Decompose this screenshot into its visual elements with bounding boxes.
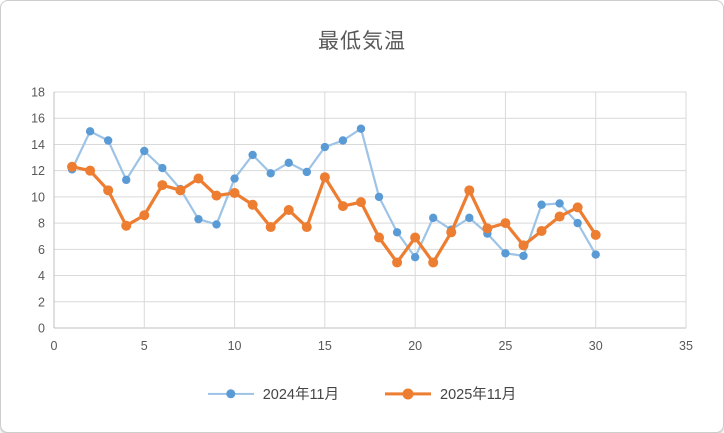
data-point-2025年11月 <box>410 232 421 243</box>
data-point-2024年11月 <box>356 124 366 133</box>
data-point-2024年11月 <box>140 146 149 156</box>
data-point-2024年11月 <box>501 249 510 258</box>
data-point-2025年11月 <box>301 222 312 233</box>
data-point-2025年11月 <box>283 205 294 215</box>
data-point-2025年11月 <box>464 185 475 196</box>
data-point-2025年11月 <box>265 222 276 233</box>
data-point-2024年11月 <box>302 167 311 177</box>
y-axis-tick-label: 6 <box>38 243 45 257</box>
y-axis-tick-label: 18 <box>31 86 45 100</box>
data-point-2025年11月 <box>446 227 457 238</box>
data-point-2024年11月 <box>194 214 203 224</box>
data-point-2025年11月 <box>229 187 240 198</box>
chart-legend: 2024年11月 2025年11月 <box>1 383 723 404</box>
data-point-2024年11月 <box>338 136 348 145</box>
data-point-2024年11月 <box>284 158 293 167</box>
data-point-2025年11月 <box>67 161 78 172</box>
chart-title: 最低気温 <box>318 30 406 53</box>
data-point-2024年11月 <box>230 174 239 183</box>
data-point-2025年11月 <box>121 220 132 231</box>
legend-item-2025: 2025年11月 <box>385 383 516 404</box>
y-axis-tick-label: 14 <box>31 138 45 152</box>
x-axis-tick-label: 10 <box>228 339 242 353</box>
y-axis-tick-label: 8 <box>38 217 45 231</box>
data-point-2025年11月 <box>500 218 511 229</box>
x-axis-tick-label: 20 <box>408 339 422 353</box>
y-axis-tick-label: 0 <box>38 322 45 336</box>
data-point-2025年11月 <box>247 199 258 210</box>
data-point-2024年11月 <box>212 220 221 229</box>
data-point-2025年11月 <box>482 223 493 234</box>
data-point-2025年11月 <box>536 225 547 236</box>
x-axis-tick-label: 35 <box>679 339 693 353</box>
data-point-2025年11月 <box>518 240 529 251</box>
data-point-2024年11月 <box>573 218 582 228</box>
y-axis-tick-label: 16 <box>31 112 45 126</box>
data-point-2025年11月 <box>428 257 439 268</box>
legend-item-2024: 2024年11月 <box>207 383 339 404</box>
data-point-2024年11月 <box>519 251 528 261</box>
data-point-2025年11月 <box>337 201 348 212</box>
y-axis-tick-label: 12 <box>31 164 45 178</box>
data-point-2025年11月 <box>85 165 96 176</box>
data-point-2024年11月 <box>555 199 564 208</box>
legend-swatch-orange-icon <box>385 388 431 400</box>
data-point-2025年11月 <box>355 197 366 208</box>
data-point-2025年11月 <box>374 232 385 243</box>
data-point-2025年11月 <box>392 257 403 268</box>
data-point-2024年11月 <box>591 250 600 259</box>
data-point-2025年11月 <box>157 180 168 191</box>
data-point-2024年11月 <box>320 142 330 152</box>
data-point-2024年11月 <box>465 213 474 223</box>
data-point-2024年11月 <box>392 228 402 237</box>
data-point-2024年11月 <box>103 136 113 145</box>
data-point-2024年11月 <box>429 213 438 223</box>
legend-label-2024: 2024年11月 <box>262 387 339 403</box>
y-axis-tick-label: 10 <box>31 190 45 204</box>
data-point-2025年11月 <box>193 173 204 184</box>
x-axis-tick-label: 0 <box>51 339 58 353</box>
data-point-2025年11月 <box>103 185 114 196</box>
series-line-2025年11月 <box>70 165 598 265</box>
legend-swatch-blue-icon <box>207 388 254 400</box>
legend-label-2025: 2025年11月 <box>440 387 517 403</box>
data-point-2024年11月 <box>158 163 167 173</box>
data-point-2024年11月 <box>374 192 384 202</box>
data-point-2024年11月 <box>122 175 131 185</box>
y-axis-tick-label: 4 <box>38 269 45 283</box>
data-point-2024年11月 <box>85 127 95 136</box>
data-point-2025年11月 <box>139 210 150 221</box>
x-axis-tick-label: 15 <box>318 339 332 353</box>
data-point-2025年11月 <box>554 211 565 222</box>
data-point-2024年11月 <box>537 200 546 209</box>
data-point-2025年11月 <box>572 202 583 213</box>
x-axis-tick-label: 5 <box>141 339 148 353</box>
x-axis-tick-label: 30 <box>589 339 603 353</box>
data-point-2025年11月 <box>319 172 330 183</box>
data-point-2024年11月 <box>248 150 257 160</box>
x-axis-tick-label: 25 <box>498 339 512 353</box>
data-point-2024年11月 <box>266 169 275 178</box>
data-point-2025年11月 <box>175 185 186 196</box>
data-point-2025年11月 <box>590 229 601 240</box>
y-axis-tick-label: 2 <box>38 295 45 309</box>
data-point-2025年11月 <box>211 190 222 201</box>
data-point-2024年11月 <box>410 253 420 262</box>
